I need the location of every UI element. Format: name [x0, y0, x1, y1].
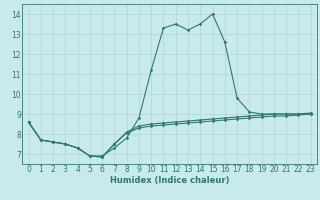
X-axis label: Humidex (Indice chaleur): Humidex (Indice chaleur) — [110, 176, 229, 185]
